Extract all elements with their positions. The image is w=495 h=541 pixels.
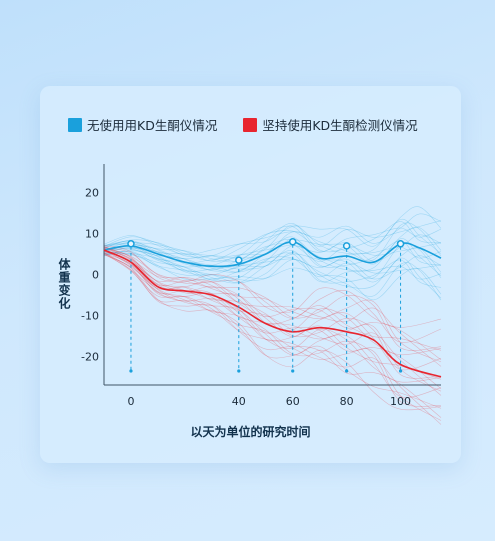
trace-line (103, 247, 442, 280)
legend-swatch-red (243, 117, 258, 132)
trace-line (103, 252, 442, 409)
trace-line (103, 246, 442, 343)
trace-line (103, 254, 442, 411)
trace-line (103, 250, 442, 280)
legend-item-kd: 坚持使用KD生酮检测仪情况 (243, 115, 418, 134)
trace-line (103, 250, 442, 301)
marker-drop-dot (345, 369, 349, 373)
trace-line (103, 206, 442, 256)
y-tick-label: -10 (81, 309, 99, 322)
trace-line (103, 250, 442, 371)
legend-item-no-kd: 无使用用KD生酮仪情况 (68, 115, 217, 134)
y-axis-label: 体重变化 (57, 258, 71, 310)
data-marker (235, 256, 243, 264)
trace-line (103, 213, 442, 258)
trace-line (103, 246, 442, 367)
data-marker (288, 238, 297, 246)
trace-line (103, 250, 442, 288)
x-tick-label: 0 (127, 395, 134, 408)
trace-line (103, 250, 442, 301)
trace-line (103, 238, 442, 277)
y-tick-label: 10 (85, 228, 99, 241)
data-marker (127, 240, 135, 248)
trace-line (103, 251, 442, 383)
trace-line (103, 218, 442, 262)
y-tick-label: -20 (81, 350, 99, 363)
legend-label-kd: 坚持使用KD生酮检测仪情况 (262, 118, 418, 133)
marker-drop-dot (291, 369, 295, 373)
data-marker (396, 240, 405, 248)
trace-line (103, 250, 442, 379)
data-marker (342, 242, 351, 250)
x-axis-label: 以天为单位的研究时间 (190, 425, 311, 439)
legend-swatch-blue (68, 117, 82, 132)
trace-line (103, 252, 442, 425)
trace-line (103, 245, 442, 361)
legend: 无使用用KD生酮仪情况 坚持使用KD生酮检测仪情况 (68, 115, 418, 134)
trace-line (103, 249, 442, 380)
trace-line (103, 248, 442, 389)
trace-line (103, 254, 442, 407)
marker-drop-dot (398, 369, 403, 373)
x-tick-label: 100 (390, 395, 411, 408)
y-tick-label: 20 (85, 187, 99, 200)
trace-line (103, 245, 442, 328)
legend-label-no-kd: 无使用用KD生酮仪情况 (87, 118, 218, 133)
x-tick-label: 40 (232, 395, 246, 408)
trace-line (103, 252, 442, 299)
trace-line (103, 242, 442, 271)
trace-line (103, 253, 442, 398)
trace-line (103, 253, 442, 421)
trace-line (103, 247, 442, 351)
y-tick-label: 0 (92, 269, 99, 282)
trace-line (103, 252, 442, 283)
x-tick-label: 60 (286, 395, 300, 408)
x-tick-label: 80 (340, 395, 354, 408)
series-line-kd (103, 249, 442, 378)
trace-line (103, 225, 442, 262)
chart-card: 无使用用KD生酮仪情况 坚持使用KD生酮检测仪情况 20 10 0 -10 -20 0 40… (40, 86, 461, 463)
marker-drop-dot (129, 369, 133, 373)
trace-line (103, 221, 442, 263)
trace-line (103, 250, 442, 392)
trace-line (103, 220, 442, 261)
trace-line (103, 245, 442, 283)
trace-line (103, 239, 442, 272)
trace-line (103, 247, 442, 363)
trace-line (103, 252, 442, 418)
marker-drop-dot (237, 369, 241, 373)
